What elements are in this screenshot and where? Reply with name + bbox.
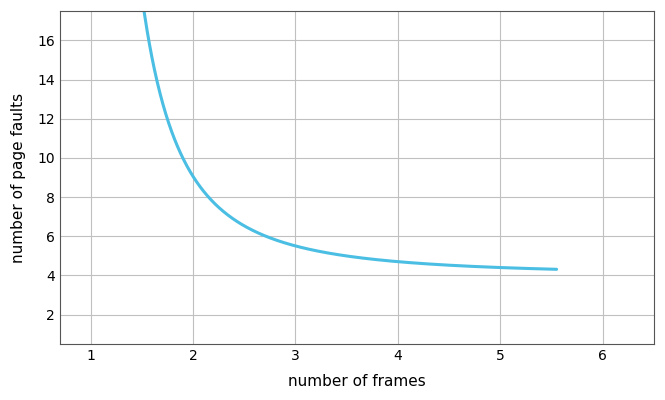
- X-axis label: number of frames: number of frames: [288, 374, 426, 389]
- Y-axis label: number of page faults: number of page faults: [11, 92, 26, 262]
